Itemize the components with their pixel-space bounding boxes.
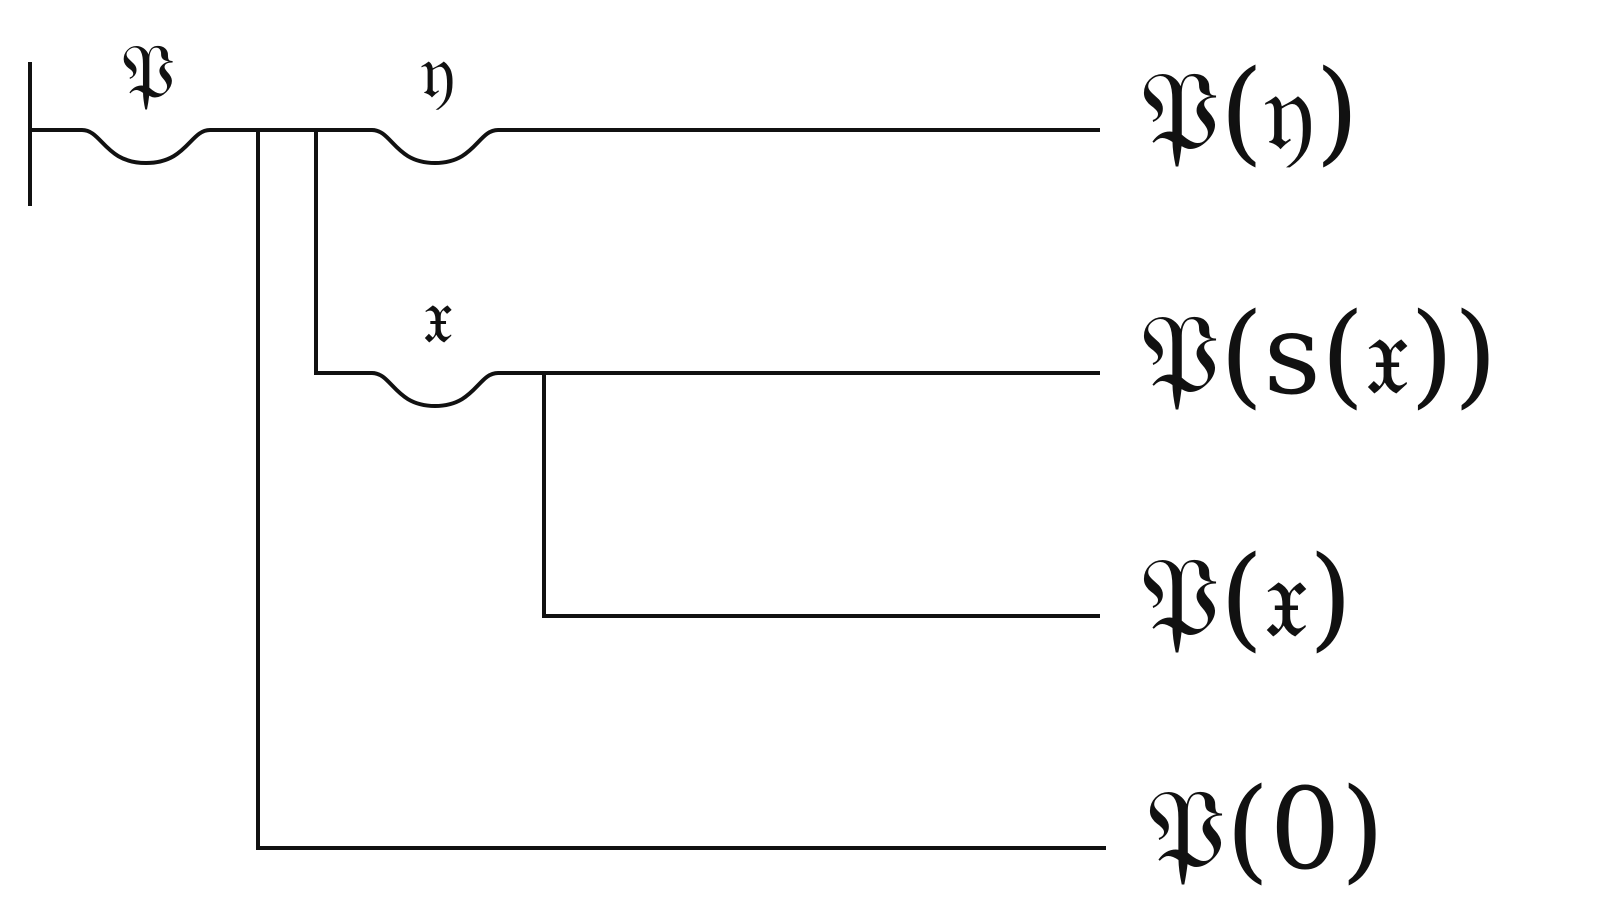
main-content-line [30, 128, 1100, 166]
formula-p-of-s-of-x: 𝔓(s(𝔵)) [1140, 290, 1497, 420]
concavity-label-p: 𝔓 [121, 27, 175, 116]
condition-branch-zero [256, 130, 1106, 850]
concavity-label-y: 𝔶 [420, 27, 455, 116]
formula-p-of-y: 𝔓(𝔶) [1140, 47, 1359, 177]
condition-branch-successor [314, 130, 1100, 409]
formula-p-of-zero: 𝔓(0) [1146, 765, 1384, 895]
condition-branch-x [542, 373, 1100, 618]
formula-p-of-x: 𝔓(𝔵) [1140, 533, 1353, 663]
concavity-label-x: 𝔵 [423, 271, 454, 360]
